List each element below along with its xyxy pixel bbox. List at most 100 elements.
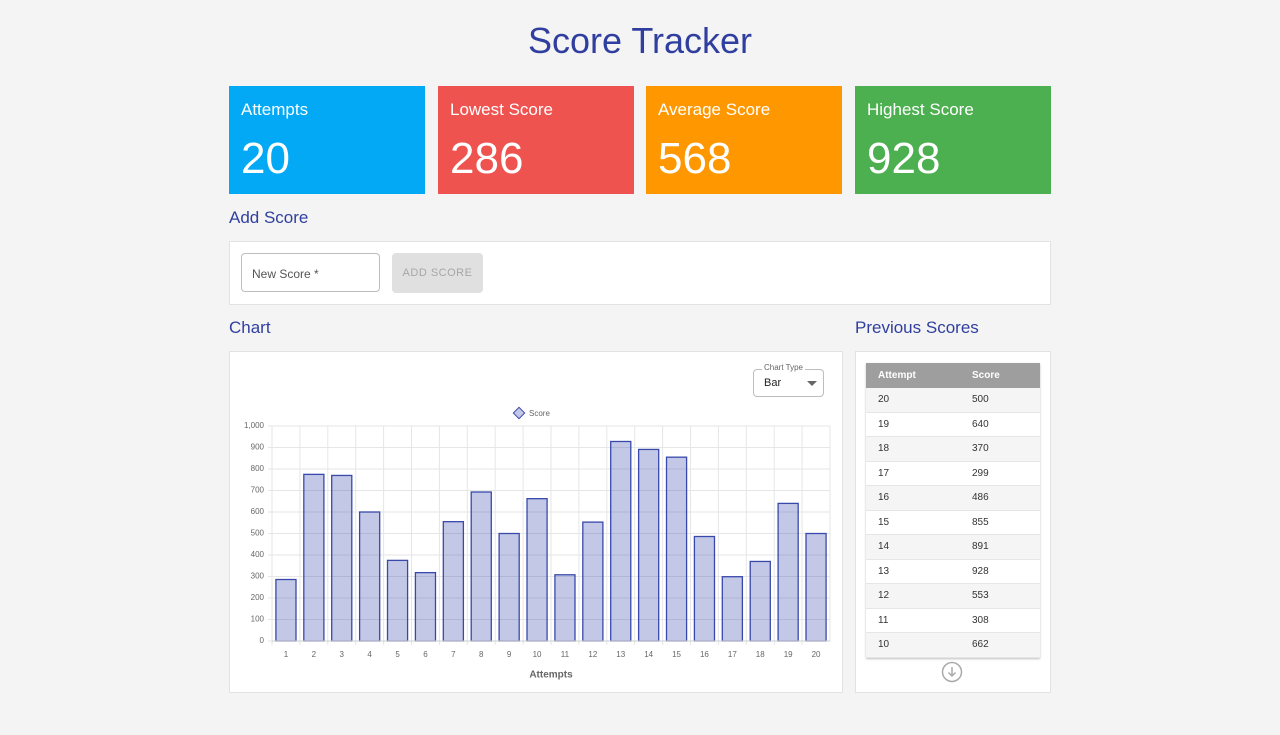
x-tick-label: 14 — [644, 650, 653, 659]
cell: 308 — [960, 608, 1040, 633]
bar — [805, 532, 827, 642]
stat-value: 20 — [241, 134, 290, 183]
load-more-button[interactable] — [941, 661, 963, 683]
legend-label: Score — [529, 409, 550, 418]
x-tick-label: 19 — [784, 650, 793, 659]
score-input[interactable]: New Score * — [241, 253, 380, 292]
y-tick-label: 100 — [251, 615, 265, 624]
bar — [498, 532, 520, 642]
x-tick-label: 4 — [367, 650, 372, 659]
x-tick-label: 15 — [672, 650, 681, 659]
x-tick-label: 3 — [340, 650, 345, 659]
header-row: Attempt Score — [866, 363, 1040, 388]
bar — [275, 578, 297, 642]
scores-table-wrap: Attempt Score 20 500 19 640 18 370 17 299 16 486 15 8… — [866, 363, 1040, 658]
stat-card: Lowest Score 286 — [438, 86, 634, 194]
section-title: Add Score — [229, 208, 309, 227]
cell: 500 — [960, 388, 1040, 413]
cell: 486 — [960, 485, 1040, 511]
stat-value: 286 — [450, 134, 524, 183]
bar — [386, 559, 409, 642]
x-tick-label: 5 — [395, 650, 400, 659]
y-tick-label: 800 — [251, 464, 265, 473]
add-score-button[interactable]: ADD SCORE — [392, 253, 483, 293]
y-tick-label: 200 — [251, 593, 265, 602]
x-tick-label: 8 — [479, 650, 484, 659]
cell: 14 — [866, 534, 960, 560]
cell: 553 — [960, 583, 1040, 609]
y-tick-label: 300 — [251, 572, 265, 581]
cell: 20 — [866, 388, 960, 413]
cell: 662 — [960, 632, 1040, 658]
y-tick-label: 900 — [251, 443, 265, 452]
stat-card: Attempts 20 — [229, 86, 425, 194]
chart-type-select[interactable]: Chart Type Bar — [753, 363, 824, 397]
x-tick-label: 2 — [312, 650, 317, 659]
y-tick-label: 400 — [251, 550, 265, 559]
stat-card: Highest Score 928 — [855, 86, 1051, 194]
bar — [582, 521, 604, 642]
y-tick-label: 0 — [260, 636, 265, 645]
bar — [554, 574, 576, 642]
scores-table: Attempt Score 20 500 19 640 18 370 17 299 16 486 15 8… — [866, 363, 1040, 658]
y-tick-label: 1,000 — [244, 421, 265, 430]
score-row: 17 299 — [866, 461, 1040, 486]
score-row: 20 500 — [866, 388, 1040, 413]
cell: 16 — [866, 485, 960, 511]
cell: 15 — [866, 510, 960, 535]
cell: 13 — [866, 559, 960, 584]
x-tick-label: 17 — [728, 650, 737, 659]
stat-label: Attempts — [241, 100, 309, 119]
x-tick-label: 9 — [507, 650, 512, 659]
bar — [303, 473, 325, 642]
x-tick-label: 16 — [700, 650, 709, 659]
bar — [414, 571, 437, 642]
cell: 12 — [866, 583, 960, 609]
cell: 891 — [960, 534, 1040, 560]
bar — [610, 440, 632, 642]
cell: 11 — [866, 608, 960, 633]
score-row: 11 308 — [866, 608, 1040, 633]
stat-label: Lowest Score — [450, 100, 553, 119]
cell: 928 — [960, 559, 1040, 584]
add-score-panel — [229, 241, 1051, 305]
x-tick-label: 20 — [812, 650, 821, 659]
bar — [637, 448, 660, 642]
score-row: 13 928 — [866, 559, 1040, 584]
x-tick-label: 10 — [533, 650, 542, 659]
cell: 17 — [866, 461, 960, 486]
score-row: 16 486 — [866, 485, 1040, 511]
x-tick-label: 11 — [561, 650, 570, 659]
y-tick-label: 600 — [251, 507, 265, 516]
column-header: Score — [960, 363, 1040, 388]
bar — [749, 560, 771, 642]
x-axis-title: Attempts — [529, 670, 573, 681]
select-value: Bar — [764, 377, 782, 389]
dropdown-arrow — [807, 381, 817, 386]
bar — [442, 521, 465, 642]
cell: 18 — [866, 436, 960, 462]
score-row: 18 370 — [866, 436, 1040, 462]
bar — [721, 576, 744, 642]
x-tick-label: 6 — [423, 650, 428, 659]
bar — [665, 456, 688, 642]
legend-swatch — [512, 406, 526, 420]
x-tick-label: 13 — [616, 650, 625, 659]
x-tick-label: 1 — [284, 650, 289, 659]
stat-value: 568 — [658, 134, 732, 183]
cell: 10 — [866, 632, 960, 658]
bar — [331, 474, 353, 642]
stat-label: Highest Score — [867, 100, 974, 119]
bar — [526, 498, 548, 642]
column-header: Attempt — [866, 363, 960, 388]
cell: 299 — [960, 461, 1040, 486]
cell: 855 — [960, 510, 1040, 535]
score-row: 14 891 — [866, 534, 1040, 560]
bar — [358, 511, 381, 642]
stat-label: Average Score — [658, 100, 771, 119]
cell: 370 — [960, 436, 1040, 462]
score-row: 10 662 — [866, 632, 1040, 658]
x-tick-label: 12 — [588, 650, 597, 659]
